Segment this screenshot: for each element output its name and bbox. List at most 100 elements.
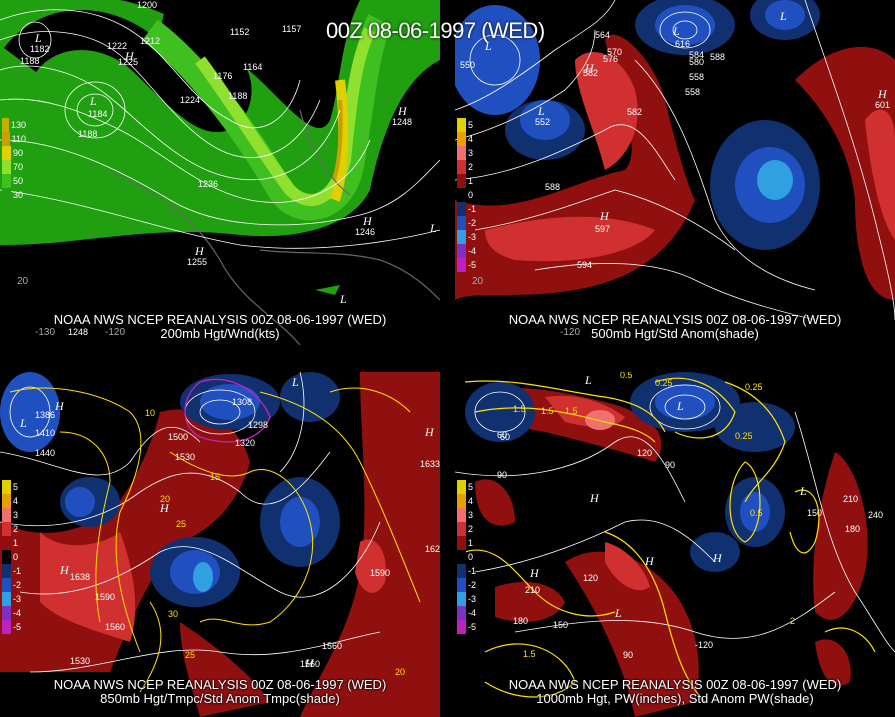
legend-swatch — [457, 480, 466, 494]
contour-label: 582 — [627, 107, 642, 117]
temp-label: 25 — [176, 519, 186, 529]
contour-label: 1590 — [370, 568, 390, 578]
low-marker: L — [584, 373, 592, 387]
legend-label: -4 — [468, 246, 477, 256]
caption-source: NOAA NWS NCEP REANALYSIS 00Z 08-06-1997 … — [508, 312, 842, 327]
contour-label: 580 — [689, 57, 704, 67]
legend-label: 1 — [468, 538, 474, 548]
legend-label: 0 — [468, 552, 474, 562]
contour-label: 552 — [535, 117, 550, 127]
legend-label: 1 — [468, 176, 474, 186]
legend-label: -1 — [468, 204, 477, 214]
low-marker: L — [676, 399, 684, 413]
contour-label: 588 — [545, 182, 560, 192]
legend-label: -5 — [13, 622, 22, 632]
legend-label: 2 — [468, 524, 474, 534]
legend-swatch — [2, 508, 11, 522]
pw-label: 0.25 — [655, 378, 673, 388]
contour-label: 1320 — [235, 438, 255, 448]
legend-row: -2 — [457, 216, 481, 230]
contour-label: 1386 — [35, 410, 55, 420]
legend-row: -3 — [457, 592, 481, 606]
legend-row: 5 — [457, 480, 481, 494]
legend-swatch — [457, 188, 466, 202]
contour-label: 1200 — [137, 0, 157, 10]
high-marker: H — [712, 551, 723, 565]
contour-label: 1222 — [107, 41, 127, 51]
legend-row: -2 — [2, 578, 26, 592]
legend-row: 5 — [457, 118, 481, 132]
contour-label: 1152 — [230, 27, 249, 37]
legend-row: -3 — [2, 592, 26, 606]
contour-label: 90 — [665, 460, 675, 470]
contour-label: 1225 — [118, 57, 138, 67]
legend-swatch — [2, 564, 11, 578]
legend-swatch — [457, 160, 466, 174]
lon-label: -130 — [35, 327, 55, 338]
legend-row: 5 — [2, 480, 26, 494]
legend-row: 50 — [2, 174, 26, 188]
legend-swatch — [457, 202, 466, 216]
legend-swatch — [457, 258, 466, 272]
legend-row: 1 — [457, 536, 481, 550]
pw-label: 0.5 — [620, 372, 633, 380]
low-marker: L — [672, 24, 680, 38]
caption-source: NOAA NWS NCEP REANALYSIS 00Z 08-06-1997 … — [53, 677, 387, 692]
legend-swatch — [457, 592, 466, 606]
legend-label: -5 — [468, 260, 477, 270]
pw-label: 1.5 — [523, 649, 536, 659]
legend-swatch — [457, 132, 466, 146]
low-marker: L — [484, 39, 492, 53]
legend-label: 3 — [468, 148, 474, 158]
contour-label: -120 — [695, 640, 713, 650]
contour-label: 1182 — [30, 44, 49, 54]
high-marker: H — [59, 563, 70, 577]
legend-label: -1 — [13, 566, 22, 576]
legend-swatch — [2, 174, 11, 188]
legend-row: -5 — [2, 620, 26, 634]
legend-swatch — [2, 118, 9, 132]
legend-label: 70 — [13, 162, 24, 172]
contour-label: 558 — [685, 87, 700, 97]
high-marker: H — [397, 104, 408, 118]
contour-label: 1633 — [420, 459, 440, 469]
contour-label: 1440 — [35, 448, 55, 458]
legend-row: -3 — [457, 230, 481, 244]
map-850mb: 1386 1410 1440 1500 1530 1560 1590 1620 … — [0, 372, 440, 717]
legend-label: 1 — [13, 538, 19, 548]
low-marker: L — [339, 292, 347, 306]
contour-label: 120 — [583, 573, 598, 583]
lon-label: -120 — [105, 327, 125, 338]
legend-swatch — [457, 118, 466, 132]
legend-row: 30 — [2, 188, 26, 202]
legend-swatch — [2, 132, 10, 146]
legend-label: -3 — [13, 594, 22, 604]
legend-swatch — [2, 160, 11, 174]
legend-swatch — [2, 578, 11, 592]
contour-label: 180 — [513, 616, 528, 626]
pw-label: 0.25 — [745, 382, 763, 392]
high-marker: H — [877, 87, 888, 101]
legend-label: -3 — [468, 594, 477, 604]
legend-row: 0 — [2, 550, 26, 564]
legend-label: -1 — [468, 566, 477, 576]
contour-label: 550 — [460, 60, 475, 70]
legend-row: 2 — [457, 160, 481, 174]
high-marker: H — [124, 49, 135, 63]
low-marker: L — [614, 606, 622, 620]
high-marker: H — [304, 656, 315, 670]
panel-500mb: 564 570 576 582 588 594 558 550 552 597 … — [455, 0, 895, 345]
contour-label: 1560 — [322, 641, 342, 651]
legend-swatch — [457, 230, 466, 244]
main-title: 00Z 08-06-1997 (WED) — [326, 18, 545, 43]
contour-label: 1410 — [35, 428, 55, 438]
contour-label: 597 — [595, 224, 610, 234]
legend-row: 4 — [457, 494, 481, 508]
contour-label: 1620 — [425, 544, 440, 554]
legend-swatch — [457, 620, 466, 634]
low-marker: L — [34, 31, 42, 45]
legend-row: -4 — [457, 606, 481, 620]
legend-row: 3 — [457, 146, 481, 160]
legend-label: 0 — [468, 190, 474, 200]
legend-label: 30 — [13, 190, 24, 200]
